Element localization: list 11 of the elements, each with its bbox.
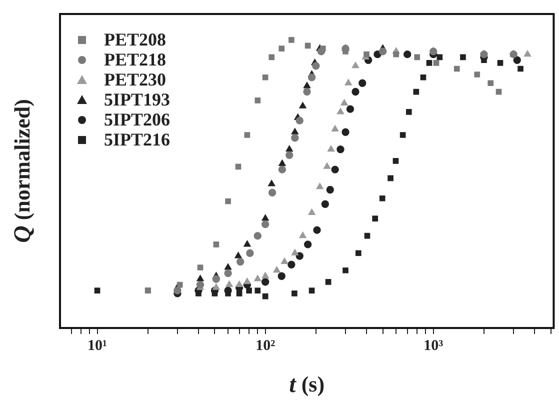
x-tick-label: 10¹	[88, 338, 108, 354]
legend-label: 5IPT193	[104, 90, 170, 110]
legend-label: 5IPT216	[104, 130, 170, 150]
x-tick-label: 10³	[424, 338, 444, 354]
legend-label: PET218	[104, 50, 166, 70]
x-axis-title: t (s)	[289, 372, 325, 398]
legend-label: 5IPT206	[104, 110, 170, 130]
x-tick-label: 10²	[256, 338, 276, 354]
y-axis-title: Q (normalized)	[10, 99, 36, 243]
legend-label: PET230	[104, 70, 166, 90]
legend-label: PET208	[104, 30, 166, 50]
